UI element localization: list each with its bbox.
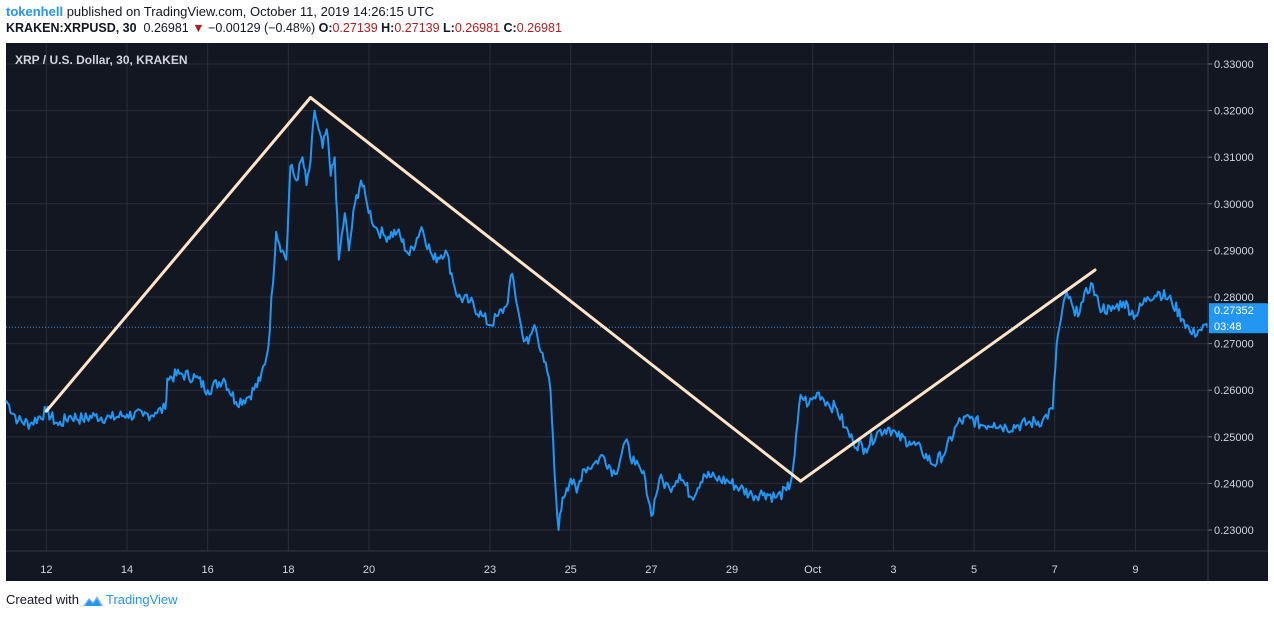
low-label: L: <box>443 21 455 35</box>
high-label: H: <box>381 21 395 35</box>
created-with-label: Created with <box>6 592 79 607</box>
x-tick-label: 7 <box>1052 564 1058 576</box>
x-tick-label: 25 <box>565 564 577 576</box>
price-label: 0.27352 <box>1214 305 1254 317</box>
tradingview-brand[interactable]: TradingView <box>105 592 178 607</box>
x-tick-label: 3 <box>890 564 896 576</box>
low-value: 0.26981 <box>454 21 501 35</box>
symbol-label: KRAKEN:XRPUSD, 30 <box>6 21 137 35</box>
price-label-box <box>1209 303 1268 334</box>
trend-line <box>309 96 803 483</box>
ohlc-header: KRAKEN:XRPUSD, 30 0.26981 ▼ −0.00129 (−0… <box>6 21 562 35</box>
author-link[interactable]: tokenhell <box>6 4 64 19</box>
price-series-line <box>5 109 1209 531</box>
y-tick-label: 0.29000 <box>1214 245 1254 257</box>
x-tick-label: Oct <box>804 564 821 576</box>
y-tick-label: 0.24000 <box>1214 478 1254 490</box>
chart-panel[interactable] <box>6 43 1268 581</box>
x-tick-label: 20 <box>363 564 375 576</box>
high-value: 0.27139 <box>394 21 440 35</box>
price-change: −0.00129 (−0.48%) <box>208 21 316 35</box>
publish-header: tokenhell published on TradingView.com, … <box>6 4 434 19</box>
tradingview-logo-icon <box>82 595 103 606</box>
open-label: O: <box>318 21 333 35</box>
x-tick-label: 23 <box>484 564 496 576</box>
y-tick-label: 0.26000 <box>1214 385 1254 397</box>
x-tick-label: 16 <box>202 564 214 576</box>
series-layer <box>5 109 1209 531</box>
y-tick-label: 0.30000 <box>1214 199 1254 211</box>
down-arrow-icon: ▼ <box>192 21 205 35</box>
trend-line <box>799 268 1097 483</box>
x-tick-label: 29 <box>726 564 738 576</box>
y-tick-label: 0.28000 <box>1214 292 1254 304</box>
chart-title: XRP / U.S. Dollar, 30, KRAKEN <box>15 53 188 67</box>
x-tick-label: 12 <box>40 564 52 576</box>
publish-info: published on TradingView.com, October 11… <box>66 4 435 19</box>
countdown-label: 03:48 <box>1214 321 1242 333</box>
close-value: 0.26981 <box>516 21 562 35</box>
trend-layer <box>44 96 1097 483</box>
open-value: 0.27139 <box>332 21 378 35</box>
y-tick-label: 0.31000 <box>1214 152 1254 164</box>
x-tick-label: 9 <box>1132 564 1138 576</box>
y-tick-label: 0.32000 <box>1214 106 1254 118</box>
axes-layer: 0.23000 0.24000 0.25000 0.26000 0.27000 0.280… <box>6 43 1268 581</box>
last-price: 0.26981 <box>143 21 189 35</box>
x-tick-label: 14 <box>121 564 133 576</box>
footer: Created with TradingView <box>6 592 178 608</box>
y-tick-label: 0.25000 <box>1214 432 1254 444</box>
y-tick-label: 0.33000 <box>1214 59 1254 71</box>
x-tick-label: 27 <box>645 564 657 576</box>
trend-line <box>44 96 313 413</box>
x-tick-label: 5 <box>971 564 977 576</box>
y-tick-label: 0.23000 <box>1214 525 1254 537</box>
x-tick-label: 18 <box>282 564 294 576</box>
close-label: C: <box>503 21 517 35</box>
grid <box>6 43 1208 551</box>
y-tick-label: 0.27000 <box>1214 339 1254 351</box>
